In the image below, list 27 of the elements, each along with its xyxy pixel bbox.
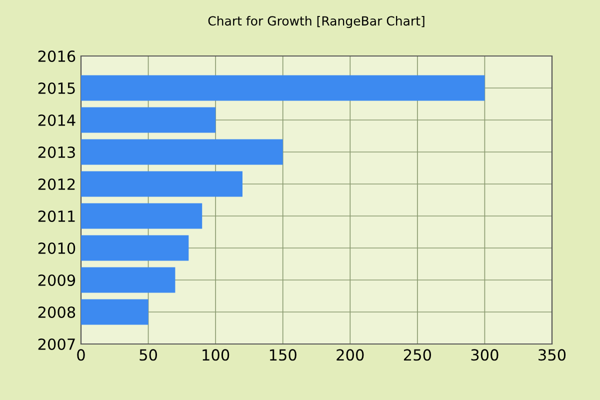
y-tick-label: 2010 <box>38 242 76 254</box>
y-tick-label: 2011 <box>38 210 75 222</box>
x-tick-label: 150 <box>270 349 296 361</box>
bar <box>81 171 242 197</box>
y-tick-label: 2012 <box>38 178 75 190</box>
y-tick-label: 2009 <box>38 274 76 286</box>
bar <box>81 267 176 293</box>
x-tick-label: 250 <box>404 349 431 361</box>
y-tick-label: 2013 <box>38 146 75 158</box>
y-tick-label: 2014 <box>38 114 76 126</box>
y-tick-label: 2015 <box>38 82 75 94</box>
y-tick-label: 2016 <box>38 50 76 62</box>
bar <box>81 107 216 133</box>
x-tick-label: 50 <box>140 349 157 361</box>
x-tick-label: 0 <box>77 349 85 361</box>
y-tick-label: 2007 <box>38 338 75 350</box>
x-tick-label: 300 <box>471 349 498 361</box>
x-tick-label: 350 <box>538 349 566 361</box>
bar <box>81 75 485 101</box>
bar <box>81 139 283 165</box>
y-tick-label: 2008 <box>38 306 76 318</box>
x-tick-label: 100 <box>202 349 230 361</box>
x-tick-label: 200 <box>336 349 364 361</box>
chart-title: Chart for Growth [RangeBar Chart] <box>208 16 424 28</box>
bar <box>81 299 148 325</box>
bar <box>81 235 189 261</box>
bar <box>81 203 202 229</box>
